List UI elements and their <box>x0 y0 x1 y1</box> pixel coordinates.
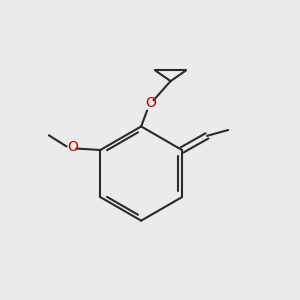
Text: O: O <box>67 140 78 154</box>
Text: O: O <box>145 97 156 110</box>
